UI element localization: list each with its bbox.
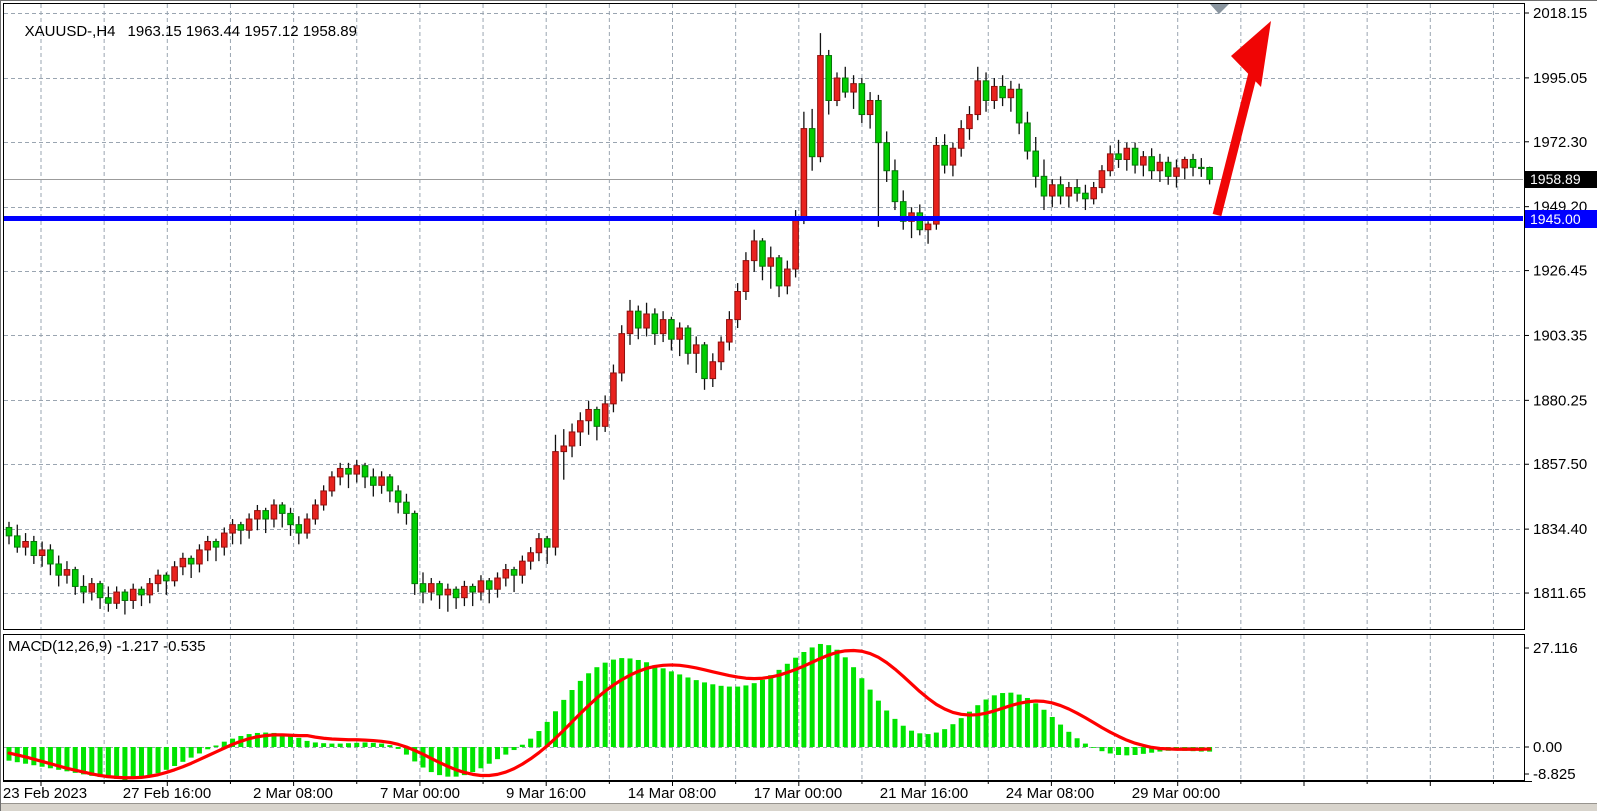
time-axis-label: 27 Feb 16:00 bbox=[123, 785, 211, 802]
support-level-badge: 1945.00 bbox=[1525, 210, 1597, 228]
time-axis-label: 23 Feb 2023 bbox=[3, 785, 87, 802]
price-axis-label: 1857.50 bbox=[1533, 456, 1587, 473]
time-axis-label: 21 Mar 16:00 bbox=[880, 785, 968, 802]
price-axis-label: 1880.25 bbox=[1533, 392, 1587, 409]
price-axis-label: 2018.15 bbox=[1533, 5, 1587, 22]
macd-axis-label: 27.116 bbox=[1533, 640, 1578, 657]
panel-borders bbox=[3, 3, 1532, 782]
trend-arrow-annotation[interactable] bbox=[1212, 21, 1271, 217]
time-axis-label: 9 Mar 16:00 bbox=[506, 785, 586, 802]
window-bottom-edge bbox=[1, 803, 1597, 811]
current-price-badge: 1958.89 bbox=[1525, 171, 1597, 188]
candlestick-series[interactable] bbox=[5, 33, 1213, 615]
price-axis-label: 1834.40 bbox=[1533, 521, 1587, 538]
time-axis-label: 2 Mar 08:00 bbox=[253, 785, 333, 802]
macd-indicator-label: MACD(12,26,9) -1.217 -0.535 bbox=[8, 638, 206, 655]
ohlc-values-label: 1963.15 1963.44 1957.12 1958.89 bbox=[127, 23, 357, 40]
time-axis-label: 29 Mar 00:00 bbox=[1132, 785, 1220, 802]
time-axis-label: 7 Mar 00:00 bbox=[380, 785, 460, 802]
chart-shift-marker-icon[interactable] bbox=[1210, 4, 1229, 14]
time-axis-label: 17 Mar 00:00 bbox=[754, 785, 842, 802]
grid-lines bbox=[4, 4, 1523, 780]
price-axis-label: 1926.45 bbox=[1533, 263, 1587, 280]
time-axis-label: 14 Mar 08:00 bbox=[628, 785, 716, 802]
macd-signal-line bbox=[7, 648, 1212, 780]
chart-title: XAUUSD-,H4 1963.15 1963.44 1957.12 1958.8… bbox=[8, 6, 357, 57]
macd-axis-label: -8.825 bbox=[1533, 766, 1576, 783]
macd-axis-label: 0.00 bbox=[1533, 739, 1562, 756]
price-axis-label: 1972.30 bbox=[1533, 134, 1587, 151]
price-axis-label: 1995.05 bbox=[1533, 70, 1587, 87]
symbol-period-label: XAUUSD-,H4 bbox=[24, 23, 116, 40]
macd-axis[interactable]: 27.116 0.00 -8.825 bbox=[1524, 640, 1578, 783]
price-axis[interactable]: 2018.151995.051972.301949.201926.451903.… bbox=[1524, 5, 1587, 602]
price-axis-label: 1811.65 bbox=[1533, 585, 1586, 602]
time-axis-label: 24 Mar 08:00 bbox=[1006, 785, 1094, 802]
price-axis-label: 1903.35 bbox=[1533, 327, 1587, 344]
time-axis[interactable]: 23 Feb 2023 27 Feb 16:00 2 Mar 08:00 7 Mar … bbox=[3, 781, 1494, 802]
